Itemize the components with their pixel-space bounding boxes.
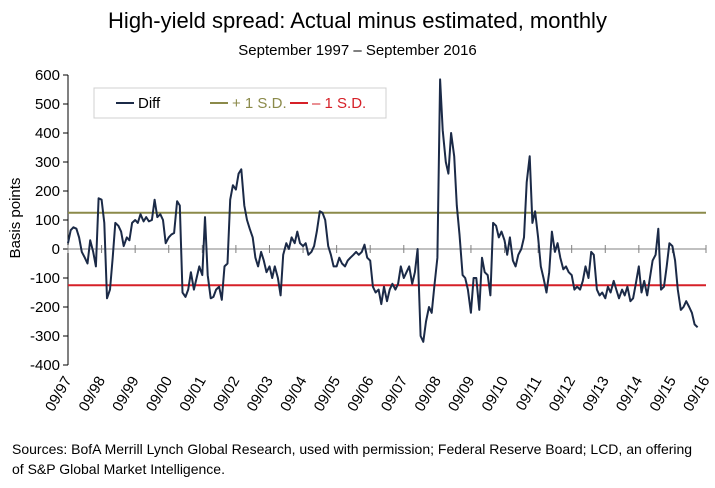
source-note: Sources: BofA Merrill Lynch Global Resea… [12, 441, 693, 477]
legend-box [93, 87, 387, 119]
legend: Diff + 1 S.D. – 1 S.D. [93, 87, 387, 119]
y-tick-label: -100 [30, 270, 60, 287]
x-tick-label: 09/97 [42, 374, 75, 415]
series-layer [67, 78, 699, 343]
y-axis-label: Basis points [7, 178, 24, 259]
x-tick-label: 09/10 [478, 374, 511, 415]
y-tick-label: 500 [35, 96, 60, 113]
x-tick-label: 09/11 [513, 374, 546, 414]
x-tick-label: 09/99 [109, 374, 142, 415]
y-tick-label: 200 [35, 183, 60, 200]
x-tick-label: 09/02 [210, 374, 243, 415]
x-tick-label: 09/06 [344, 374, 377, 415]
x-axis: 09/97 09/98 09/99 09/00 09/01 09/02 09/03 09/04… [42, 245, 713, 415]
x-tick-label: 09/13 [579, 374, 612, 415]
x-tick-label: 09/01 [176, 374, 209, 415]
y-tick-label: -300 [30, 328, 60, 345]
x-tick-label: 09/03 [243, 374, 276, 415]
x-tick-label: 09/98 [76, 374, 109, 415]
x-tick-label: 09/16 [680, 374, 713, 415]
x-tick-label: 09/05 [311, 374, 344, 415]
y-tick-label: 600 [35, 67, 60, 84]
legend-label: + 1 S.D. [232, 95, 287, 112]
diff-series-line [67, 78, 699, 343]
x-tick-label: 09/12 [546, 374, 579, 415]
y-axis: 600 500 400 300 200 100 0 -100 -200 -300 -400 [30, 67, 69, 374]
x-tick-label: 09/15 [646, 374, 679, 415]
legend-label: – 1 S.D. [312, 95, 366, 112]
y-tick-label: 400 [35, 125, 60, 142]
x-tick-label: 09/09 [445, 374, 478, 415]
chart-subtitle: September 1997 – September 2016 [238, 42, 477, 59]
x-tick-label: 09/14 [613, 374, 646, 415]
chart-title: High-yield spread: Actual minus estimate… [108, 8, 607, 33]
x-tick-label: 09/00 [143, 374, 176, 415]
x-tick-label: 09/04 [277, 374, 310, 415]
x-tick-label: 09/08 [411, 374, 444, 415]
reference-lines [68, 211, 706, 287]
y-tick-label: -400 [30, 357, 60, 374]
y-tick-label: -200 [30, 299, 60, 316]
y-tick-label: 300 [35, 154, 60, 171]
x-tick-label: 09/07 [378, 374, 411, 415]
y-tick-label: 0 [52, 241, 60, 258]
legend-label: Diff [138, 95, 161, 112]
y-tick-label: 100 [35, 212, 60, 229]
